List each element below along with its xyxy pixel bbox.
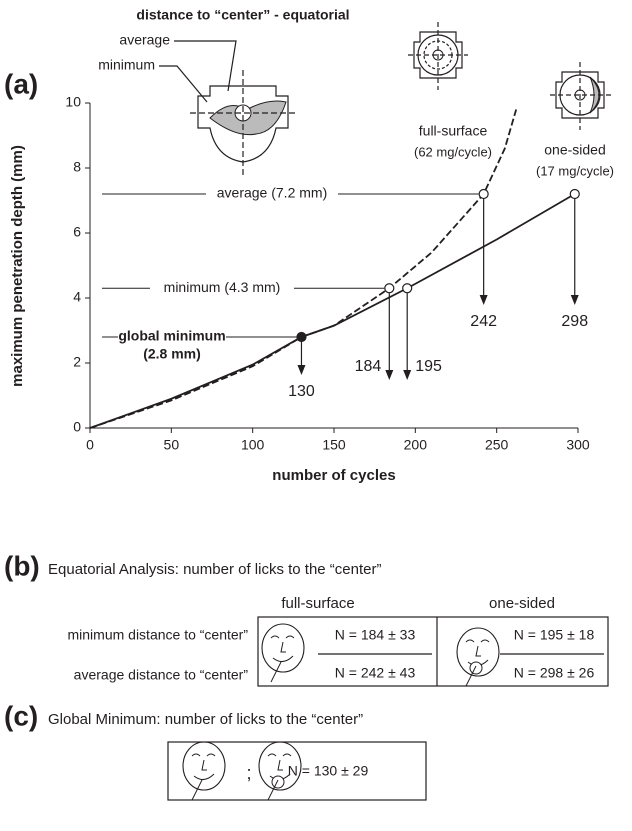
cell: N = 298 ± 26: [514, 665, 595, 681]
point-label: 242: [470, 313, 497, 330]
result-box: [167, 741, 427, 801]
face-feature: [270, 635, 295, 662]
x-tick-label: 300: [566, 437, 590, 453]
x-tick-label: 50: [164, 437, 180, 453]
one-sided-icon: [550, 62, 612, 130]
x-tick-label: 250: [485, 437, 509, 453]
column-header: one-sided: [489, 595, 555, 612]
face: [261, 623, 305, 673]
stick: [270, 661, 282, 683]
face-feature: [191, 753, 216, 780]
face-icon: [261, 623, 305, 683]
face-feature: [465, 639, 490, 666]
point: [384, 283, 395, 294]
series-line: [89, 109, 518, 429]
face-icon: [258, 741, 302, 801]
series-line: [89, 193, 576, 429]
stick: [465, 665, 477, 687]
panel-title: Equatorial Analysis: number of licks to …: [48, 561, 382, 578]
arrow-head: [479, 295, 488, 305]
face-feature: [267, 753, 292, 780]
y-tick-label: 0: [73, 419, 81, 435]
lollipop: [469, 661, 483, 675]
legend-label: full-surface: [419, 123, 488, 139]
arrow-head: [403, 370, 412, 380]
inset-label: minimum: [98, 57, 155, 73]
face: [258, 741, 302, 791]
arrow-head: [297, 365, 306, 375]
x-tick-label: 150: [322, 437, 346, 453]
face: [182, 741, 226, 791]
cell: N = 195 ± 18: [514, 627, 595, 643]
y-tick-label: 2: [73, 354, 81, 370]
face: [456, 627, 500, 677]
point-label: 130: [288, 383, 315, 400]
point-label: 298: [561, 313, 588, 330]
arrow-head: [385, 370, 394, 380]
legend-sublabel: (17 mg/cycle): [536, 163, 614, 178]
full-surface-icon: [408, 22, 468, 90]
separator: ;: [246, 763, 251, 783]
result: N = 130 ± 29: [288, 763, 369, 779]
annotation: minimum (4.3 mm): [164, 279, 281, 295]
face-icon: [182, 741, 226, 801]
panel-label: (a): [4, 68, 38, 99]
cell: N = 242 ± 43: [335, 665, 416, 681]
stick: [191, 779, 203, 801]
x-tick-label: 200: [404, 437, 428, 453]
arrow-head: [570, 295, 579, 305]
y-tick-label: 10: [65, 94, 81, 110]
x-axis-label: number of cycles: [272, 467, 395, 484]
table-box: [257, 616, 609, 687]
inset-title: distance to “center” - equatorial: [136, 7, 349, 23]
x-tick-label: 0: [86, 437, 94, 453]
y-tick-label: 4: [73, 289, 81, 305]
point: [478, 188, 489, 200]
row-label: average distance to “center”: [74, 667, 249, 683]
x-tick-label: 100: [241, 437, 265, 453]
legend-sublabel: (62 mg/cycle): [414, 144, 492, 159]
annotation: global minimum: [118, 328, 225, 344]
point: [296, 331, 307, 343]
panel-label: (b): [4, 550, 40, 581]
y-axis-label: maximum penetration depth (mm): [9, 145, 26, 387]
y-tick-label: 6: [73, 224, 81, 240]
point-label: 195: [415, 358, 442, 375]
inset-icon: [159, 40, 296, 178]
point-label: 184: [355, 358, 382, 375]
row-label: minimum distance to “center”: [67, 627, 248, 643]
cell: N = 184 ± 33: [335, 627, 416, 643]
panel-label: (c): [4, 700, 38, 731]
annotation: average (7.2 mm): [217, 185, 327, 201]
column-header: full-surface: [281, 595, 354, 612]
y-tick-label: 8: [73, 159, 81, 175]
inset-label: average: [119, 32, 170, 48]
face-icon: [456, 627, 500, 687]
point: [402, 283, 413, 294]
legend-label: one-sided: [544, 142, 606, 158]
annotation: (2.8 mm): [143, 346, 201, 362]
stick: [267, 779, 279, 801]
point: [569, 188, 580, 200]
lollipop: [271, 775, 285, 789]
panel-title: Global Minimum: number of licks to the “…: [48, 711, 363, 728]
